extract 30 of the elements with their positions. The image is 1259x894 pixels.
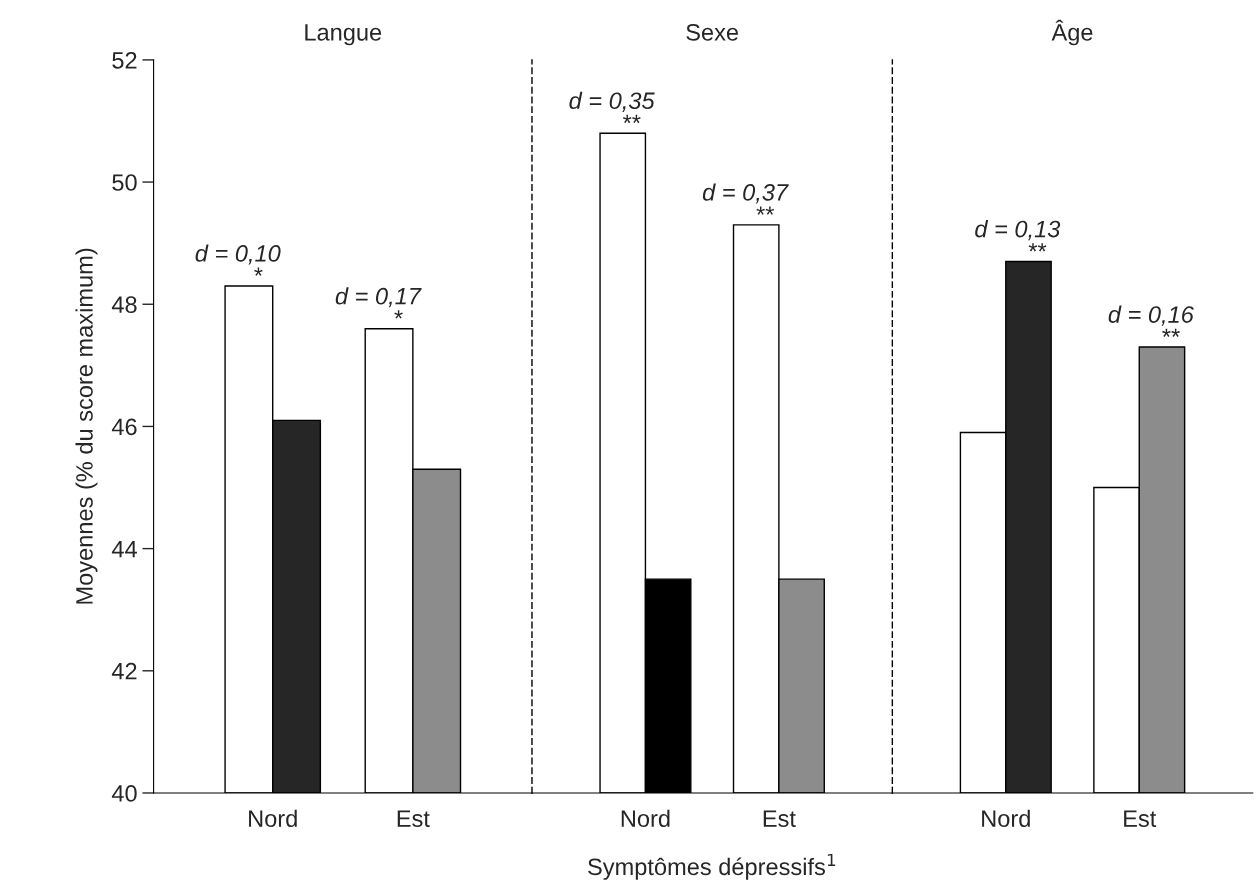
x-tick-label: Est (397, 810, 430, 827)
x-tick-label: Nord (249, 809, 297, 827)
chart-title: Sexe (686, 23, 739, 41)
annotation: ** (756, 206, 775, 215)
x-axis-title: Symptômes dépressifs$^{1}$ (588, 853, 836, 880)
x-tick-label: Nord (621, 809, 670, 827)
annotation: d = 0,10 (195, 244, 281, 265)
y-tick-label: 42 (111, 662, 137, 680)
x-tick-label: Est (1124, 810, 1157, 827)
y-tick-label: 40 (111, 785, 137, 802)
chart-title: Langue (305, 24, 382, 46)
annotation: ** (623, 114, 641, 124)
annotation: * (394, 310, 403, 319)
annotation: * (254, 267, 263, 276)
x-tick-label: Est (763, 810, 796, 827)
chart-title: Âge (1051, 19, 1093, 46)
annotation: d = 0,13 (975, 220, 1061, 241)
y-tick-label: 44 (111, 540, 137, 558)
x-tick-label: Nord (982, 809, 1030, 827)
annotation: d = 0,35 (569, 91, 655, 112)
annotation: d = 0,17 (335, 287, 422, 308)
y-tick-label: 46 (111, 418, 137, 436)
annotation: ** (1028, 243, 1047, 252)
annotation: ** (1162, 328, 1180, 337)
y-tick-label: 50 (112, 174, 137, 191)
y-axis-title: Moyennes (% du score maximum) (75, 248, 98, 604)
y-tick-label: 48 (111, 296, 137, 314)
y-tick-label: 52 (112, 51, 137, 69)
annotation: d = 0,16 (1108, 305, 1194, 326)
annotation: d = 0,37 (702, 183, 789, 204)
